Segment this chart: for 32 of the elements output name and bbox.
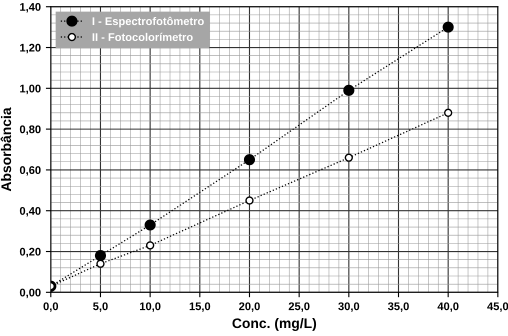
y-tick-label: 0,20: [20, 248, 41, 258]
x-tick-label: 25,0: [288, 302, 310, 312]
y-tick-label: 0,00: [20, 288, 41, 298]
x-tick-label: 5,0: [93, 302, 108, 312]
x-tick-label: 20,0: [239, 302, 260, 312]
point: [244, 154, 256, 166]
point: [94, 250, 106, 262]
x-tick-label: 35,0: [388, 302, 409, 312]
x-tick-label: 40,0: [438, 302, 459, 312]
y-tick-label: 0,80: [20, 125, 41, 135]
point: [245, 196, 254, 205]
point: [344, 154, 353, 162]
point: [146, 241, 154, 250]
y-axis-title: Absorbância: [0, 107, 12, 192]
point: [444, 108, 452, 117]
x-tick-label: 10,0: [140, 302, 160, 312]
point: [442, 22, 454, 33]
x-tick-label: 0,0: [44, 302, 58, 312]
y-tick-label: 0,60: [20, 166, 41, 176]
legend-label: I - Espectrofotômetro: [92, 16, 204, 28]
point: [96, 260, 105, 268]
y-tick-label: 1,20: [20, 44, 41, 54]
y-tick-label: 1,00: [20, 84, 41, 94]
x-tick-label: 45,0: [487, 302, 508, 312]
y-tick-label: 1,40: [20, 2, 41, 12]
x-axis-title: Conc. (mg/L): [232, 318, 316, 331]
y-tick-label: 0,40: [20, 206, 41, 216]
point: [343, 84, 354, 96]
legend-label: II - Fotocolorímetro: [92, 32, 193, 42]
point: [144, 219, 156, 231]
x-tick-label: 15,0: [190, 302, 210, 312]
x-tick-label: 30,0: [338, 302, 360, 312]
